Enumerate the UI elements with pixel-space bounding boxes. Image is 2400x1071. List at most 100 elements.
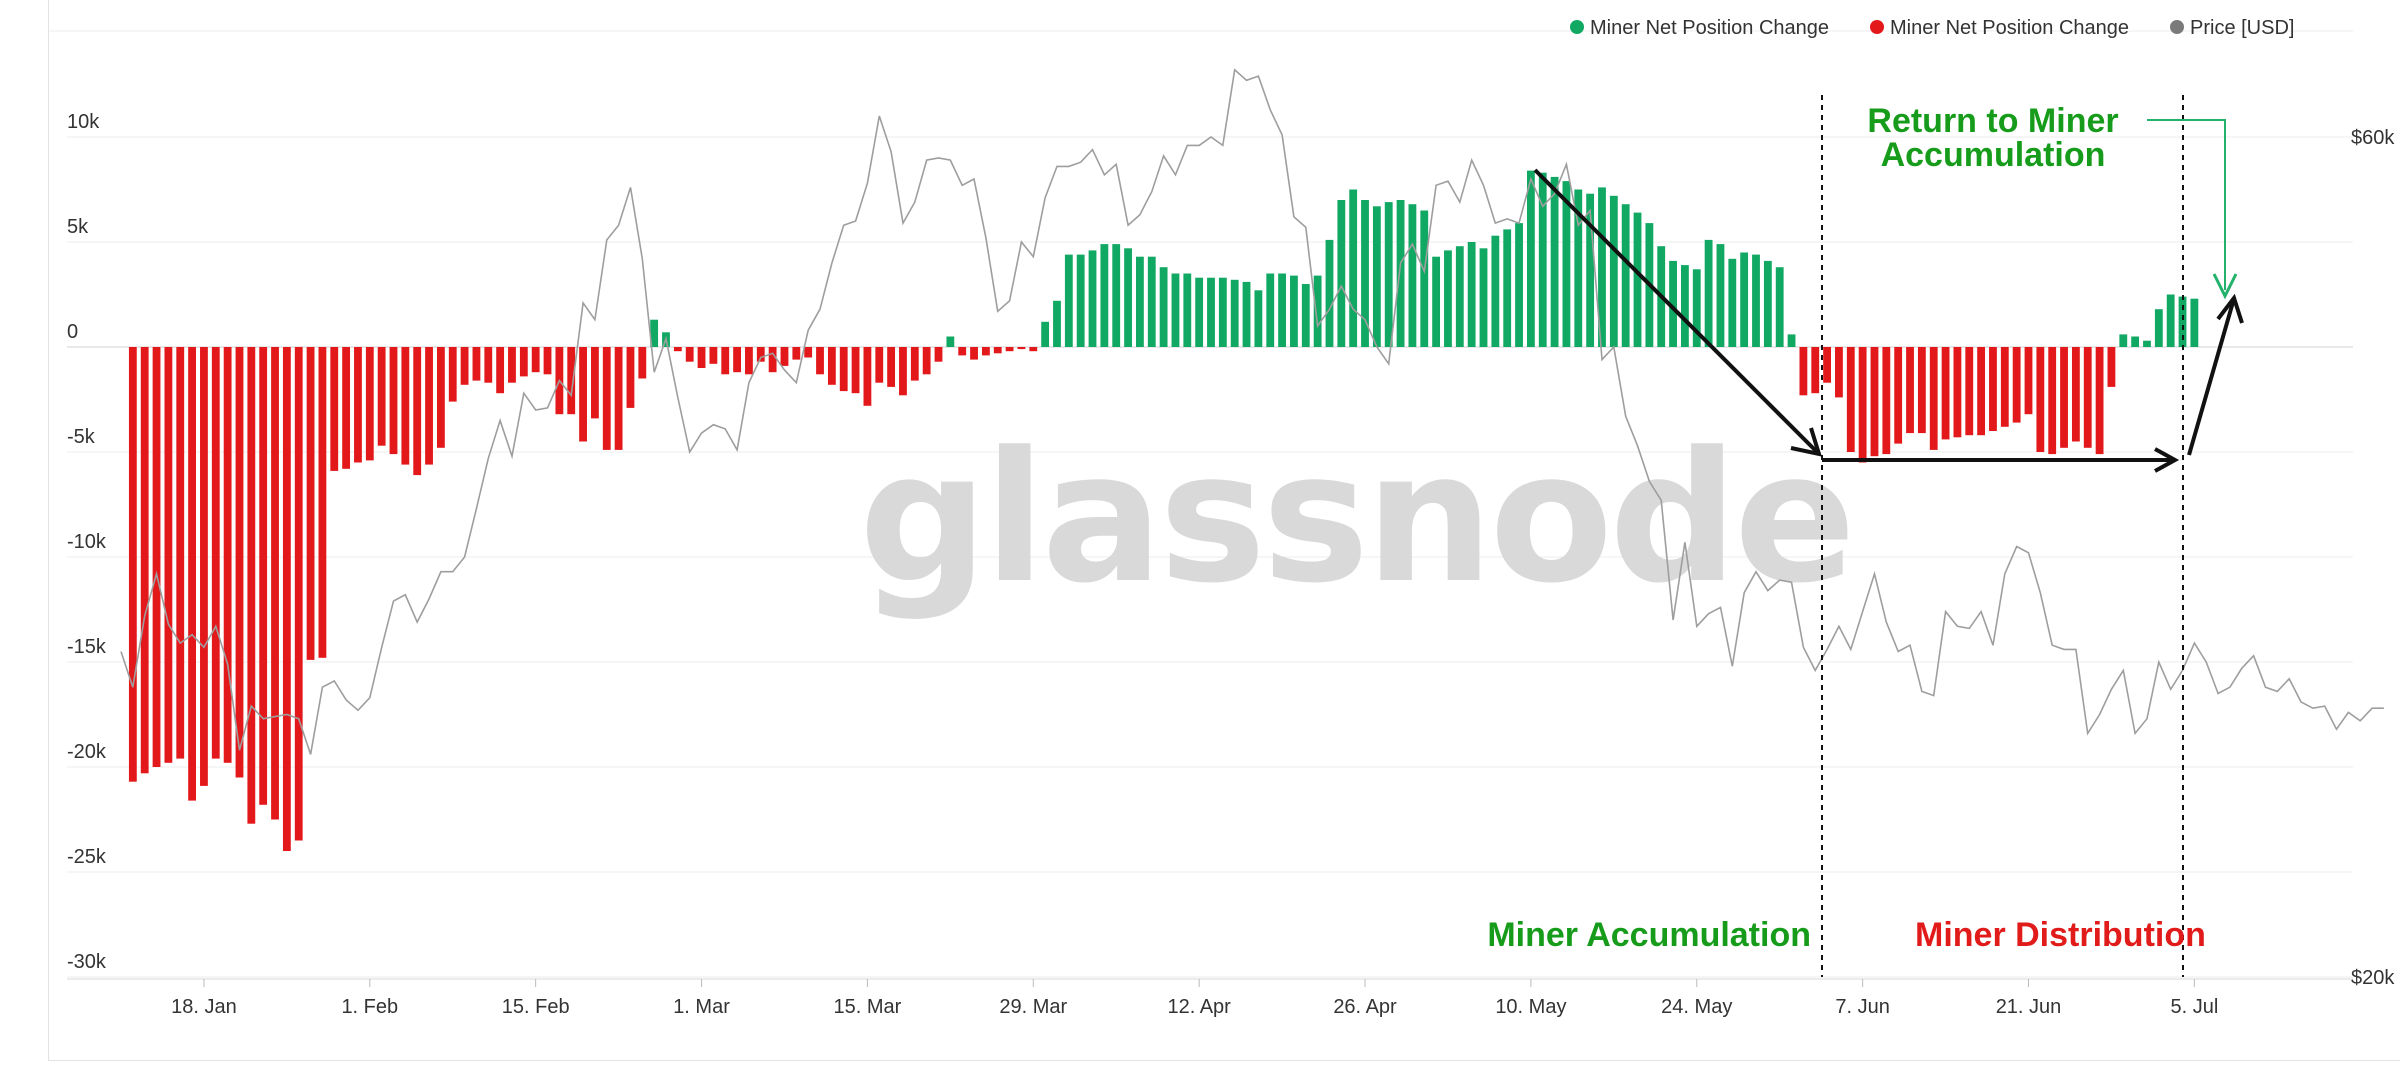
bar bbox=[1953, 347, 1962, 438]
bar bbox=[176, 347, 185, 759]
bar bbox=[709, 347, 718, 364]
x-axis: 18. Jan 1. Feb 15. Feb 1. Mar 15. Mar 29. Mar… bbox=[67, 978, 2353, 1018]
bar bbox=[1266, 273, 1275, 347]
bar bbox=[1432, 256, 1441, 347]
bar bbox=[1704, 239, 1713, 347]
bar bbox=[164, 347, 173, 763]
legend-dot-distribution bbox=[1870, 20, 1884, 34]
bar bbox=[484, 347, 493, 383]
bar bbox=[1538, 172, 1547, 347]
bar bbox=[342, 347, 351, 469]
bar bbox=[1917, 347, 1926, 434]
bar bbox=[626, 347, 635, 408]
bar bbox=[1941, 347, 1950, 440]
bar bbox=[1088, 250, 1097, 347]
bar bbox=[1195, 277, 1204, 347]
bar bbox=[673, 347, 682, 352]
bar bbox=[1858, 347, 1867, 463]
bar bbox=[816, 347, 824, 375]
bar bbox=[1290, 275, 1298, 347]
legend-item-price[interactable]: Price [USD] bbox=[2170, 17, 2294, 39]
bar bbox=[1503, 229, 1512, 347]
bar bbox=[223, 347, 232, 763]
bar bbox=[2012, 347, 2021, 423]
bar bbox=[1029, 347, 1038, 352]
bar bbox=[638, 347, 647, 379]
bar bbox=[318, 347, 327, 658]
y-tick-label: -10k bbox=[67, 531, 107, 553]
y-tick-label: 10k bbox=[67, 111, 100, 133]
bar bbox=[1076, 254, 1085, 347]
bar bbox=[1053, 300, 1061, 347]
bar bbox=[128, 347, 137, 782]
bar bbox=[330, 347, 339, 471]
bar bbox=[2190, 298, 2199, 347]
y-tick-label: 0 bbox=[67, 321, 78, 343]
bar bbox=[1005, 347, 1014, 352]
arrow-head-rise bbox=[2216, 293, 2244, 324]
bar bbox=[1230, 279, 1239, 347]
bar bbox=[508, 347, 516, 383]
bar bbox=[946, 336, 955, 347]
bar bbox=[1681, 265, 1689, 347]
bar bbox=[1728, 258, 1737, 347]
bar bbox=[1301, 284, 1310, 347]
y-axis-right: $60k $20k bbox=[2351, 127, 2395, 989]
bar bbox=[389, 347, 398, 455]
bar bbox=[780, 347, 789, 366]
bar bbox=[1977, 347, 1986, 436]
bar bbox=[567, 347, 576, 415]
y-tick-label: 5k bbox=[67, 216, 89, 238]
bar bbox=[1669, 260, 1677, 347]
x-tick-label: 15. Mar bbox=[834, 996, 902, 1018]
x-tick-label: 21. Jun bbox=[1996, 996, 2062, 1018]
bar bbox=[804, 347, 813, 358]
bar bbox=[1361, 200, 1369, 347]
bar bbox=[496, 347, 505, 394]
bar bbox=[1171, 273, 1180, 347]
bar bbox=[1526, 170, 1535, 347]
y-tick-label: -25k bbox=[67, 846, 107, 868]
bar bbox=[235, 347, 244, 778]
legend-item-accumulation[interactable]: Miner Net Position Change bbox=[1570, 17, 1829, 39]
bar bbox=[910, 347, 919, 381]
bar bbox=[2095, 347, 2104, 455]
bar bbox=[211, 347, 220, 759]
bar bbox=[1716, 244, 1725, 347]
bar bbox=[1372, 206, 1381, 347]
y-right-tick-label: $20k bbox=[2351, 967, 2395, 989]
bar bbox=[958, 347, 967, 356]
bar bbox=[697, 347, 706, 368]
legend-label-price: Price [USD] bbox=[2190, 17, 2294, 39]
bar bbox=[1325, 239, 1334, 347]
bar bbox=[1278, 273, 1286, 347]
y-axis-left: 10k 5k 0 -5k -10k -15k -20k -25k -30k bbox=[67, 111, 107, 973]
trend-arrow-decline bbox=[1533, 168, 1819, 454]
gridlines bbox=[49, 30, 2353, 978]
bar bbox=[2154, 309, 2163, 347]
bar bbox=[1408, 204, 1417, 347]
bar bbox=[851, 347, 860, 394]
bar bbox=[579, 347, 587, 442]
x-tick-label: 18. Jan bbox=[171, 996, 237, 1018]
bar bbox=[768, 347, 777, 373]
legend-item-distribution[interactable]: Miner Net Position Change bbox=[1870, 17, 2129, 39]
bar bbox=[152, 347, 161, 767]
bar bbox=[2048, 347, 2057, 455]
x-tick-label: 10. May bbox=[1495, 996, 1566, 1018]
bar bbox=[792, 347, 801, 360]
legend-label-distribution: Miner Net Position Change bbox=[1890, 17, 2129, 39]
bar bbox=[1882, 347, 1891, 455]
bar bbox=[354, 347, 362, 463]
bar bbox=[2083, 347, 2092, 448]
bar bbox=[365, 347, 374, 461]
x-tick-label: 29. Mar bbox=[999, 996, 1067, 1018]
bar bbox=[1550, 176, 1559, 347]
bar bbox=[531, 347, 540, 373]
bar bbox=[2000, 347, 2009, 427]
bar bbox=[282, 347, 291, 851]
bar bbox=[614, 347, 623, 450]
x-tick-label: 1. Mar bbox=[673, 996, 730, 1018]
return-label-line1: Return to Miner bbox=[1867, 102, 2118, 140]
y-tick-label: -30k bbox=[67, 951, 107, 973]
